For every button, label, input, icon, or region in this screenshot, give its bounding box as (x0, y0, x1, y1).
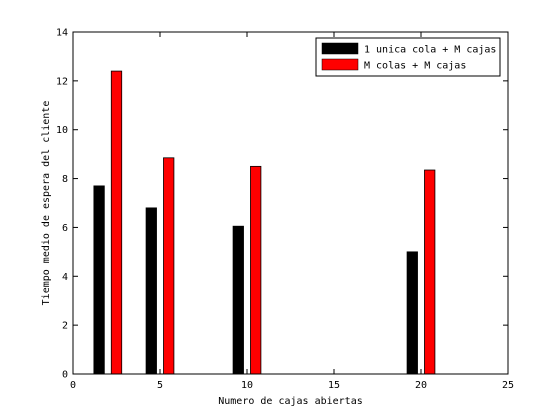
y-tick-label-10: 10 (56, 125, 68, 136)
bar-series-1-x-9.5 (232, 225, 244, 375)
bar-series-1-x-4.5 (145, 207, 157, 375)
x-tick-label-20: 20 (415, 380, 427, 391)
legend-swatch-series-2 (321, 58, 359, 71)
bar-series-2-x-2.5 (110, 70, 123, 375)
y-axis-label: Tiempo medio de espera del cliente (41, 101, 52, 306)
x-axis-label: Numero de cajas abiertas (218, 396, 363, 407)
y-tick-label-6: 6 (62, 223, 68, 234)
legend: 1 unica cola + M cajas M colas + M cajas (315, 37, 501, 77)
axes-frame (72, 31, 509, 375)
y-tick-label-0: 0 (62, 370, 68, 381)
bar-series-2-x-20.5 (424, 169, 436, 375)
bar-series-2-x-5.5 (163, 157, 175, 375)
x-tick-label-0: 0 (70, 380, 76, 391)
y-tick-label-8: 8 (62, 174, 68, 185)
y-tick-label-4: 4 (62, 272, 68, 283)
bar-series-2-x-10.5 (250, 165, 262, 375)
x-tick-label-25: 25 (502, 380, 514, 391)
x-tick-label-15: 15 (328, 380, 340, 391)
legend-label-series-2: M colas + M cajas (364, 61, 466, 72)
bar-series-1-x-1.5 (93, 185, 105, 375)
legend-swatch-series-1 (321, 42, 359, 55)
y-tick-label-2: 2 (62, 321, 68, 332)
ticks-layer: 0 5 10 15 20 25 0 2 4 6 8 10 12 14 (56, 28, 514, 392)
x-tick-label-10: 10 (241, 380, 253, 391)
legend-label-series-1: 1 unica cola + M cajas (364, 45, 496, 56)
x-tick-label-5: 5 (157, 380, 163, 391)
y-tick-label-12: 12 (56, 76, 68, 87)
y-tick-label-14: 14 (56, 28, 68, 39)
plot-area (73, 32, 508, 374)
bar-series-1-x-19.5 (406, 251, 418, 375)
